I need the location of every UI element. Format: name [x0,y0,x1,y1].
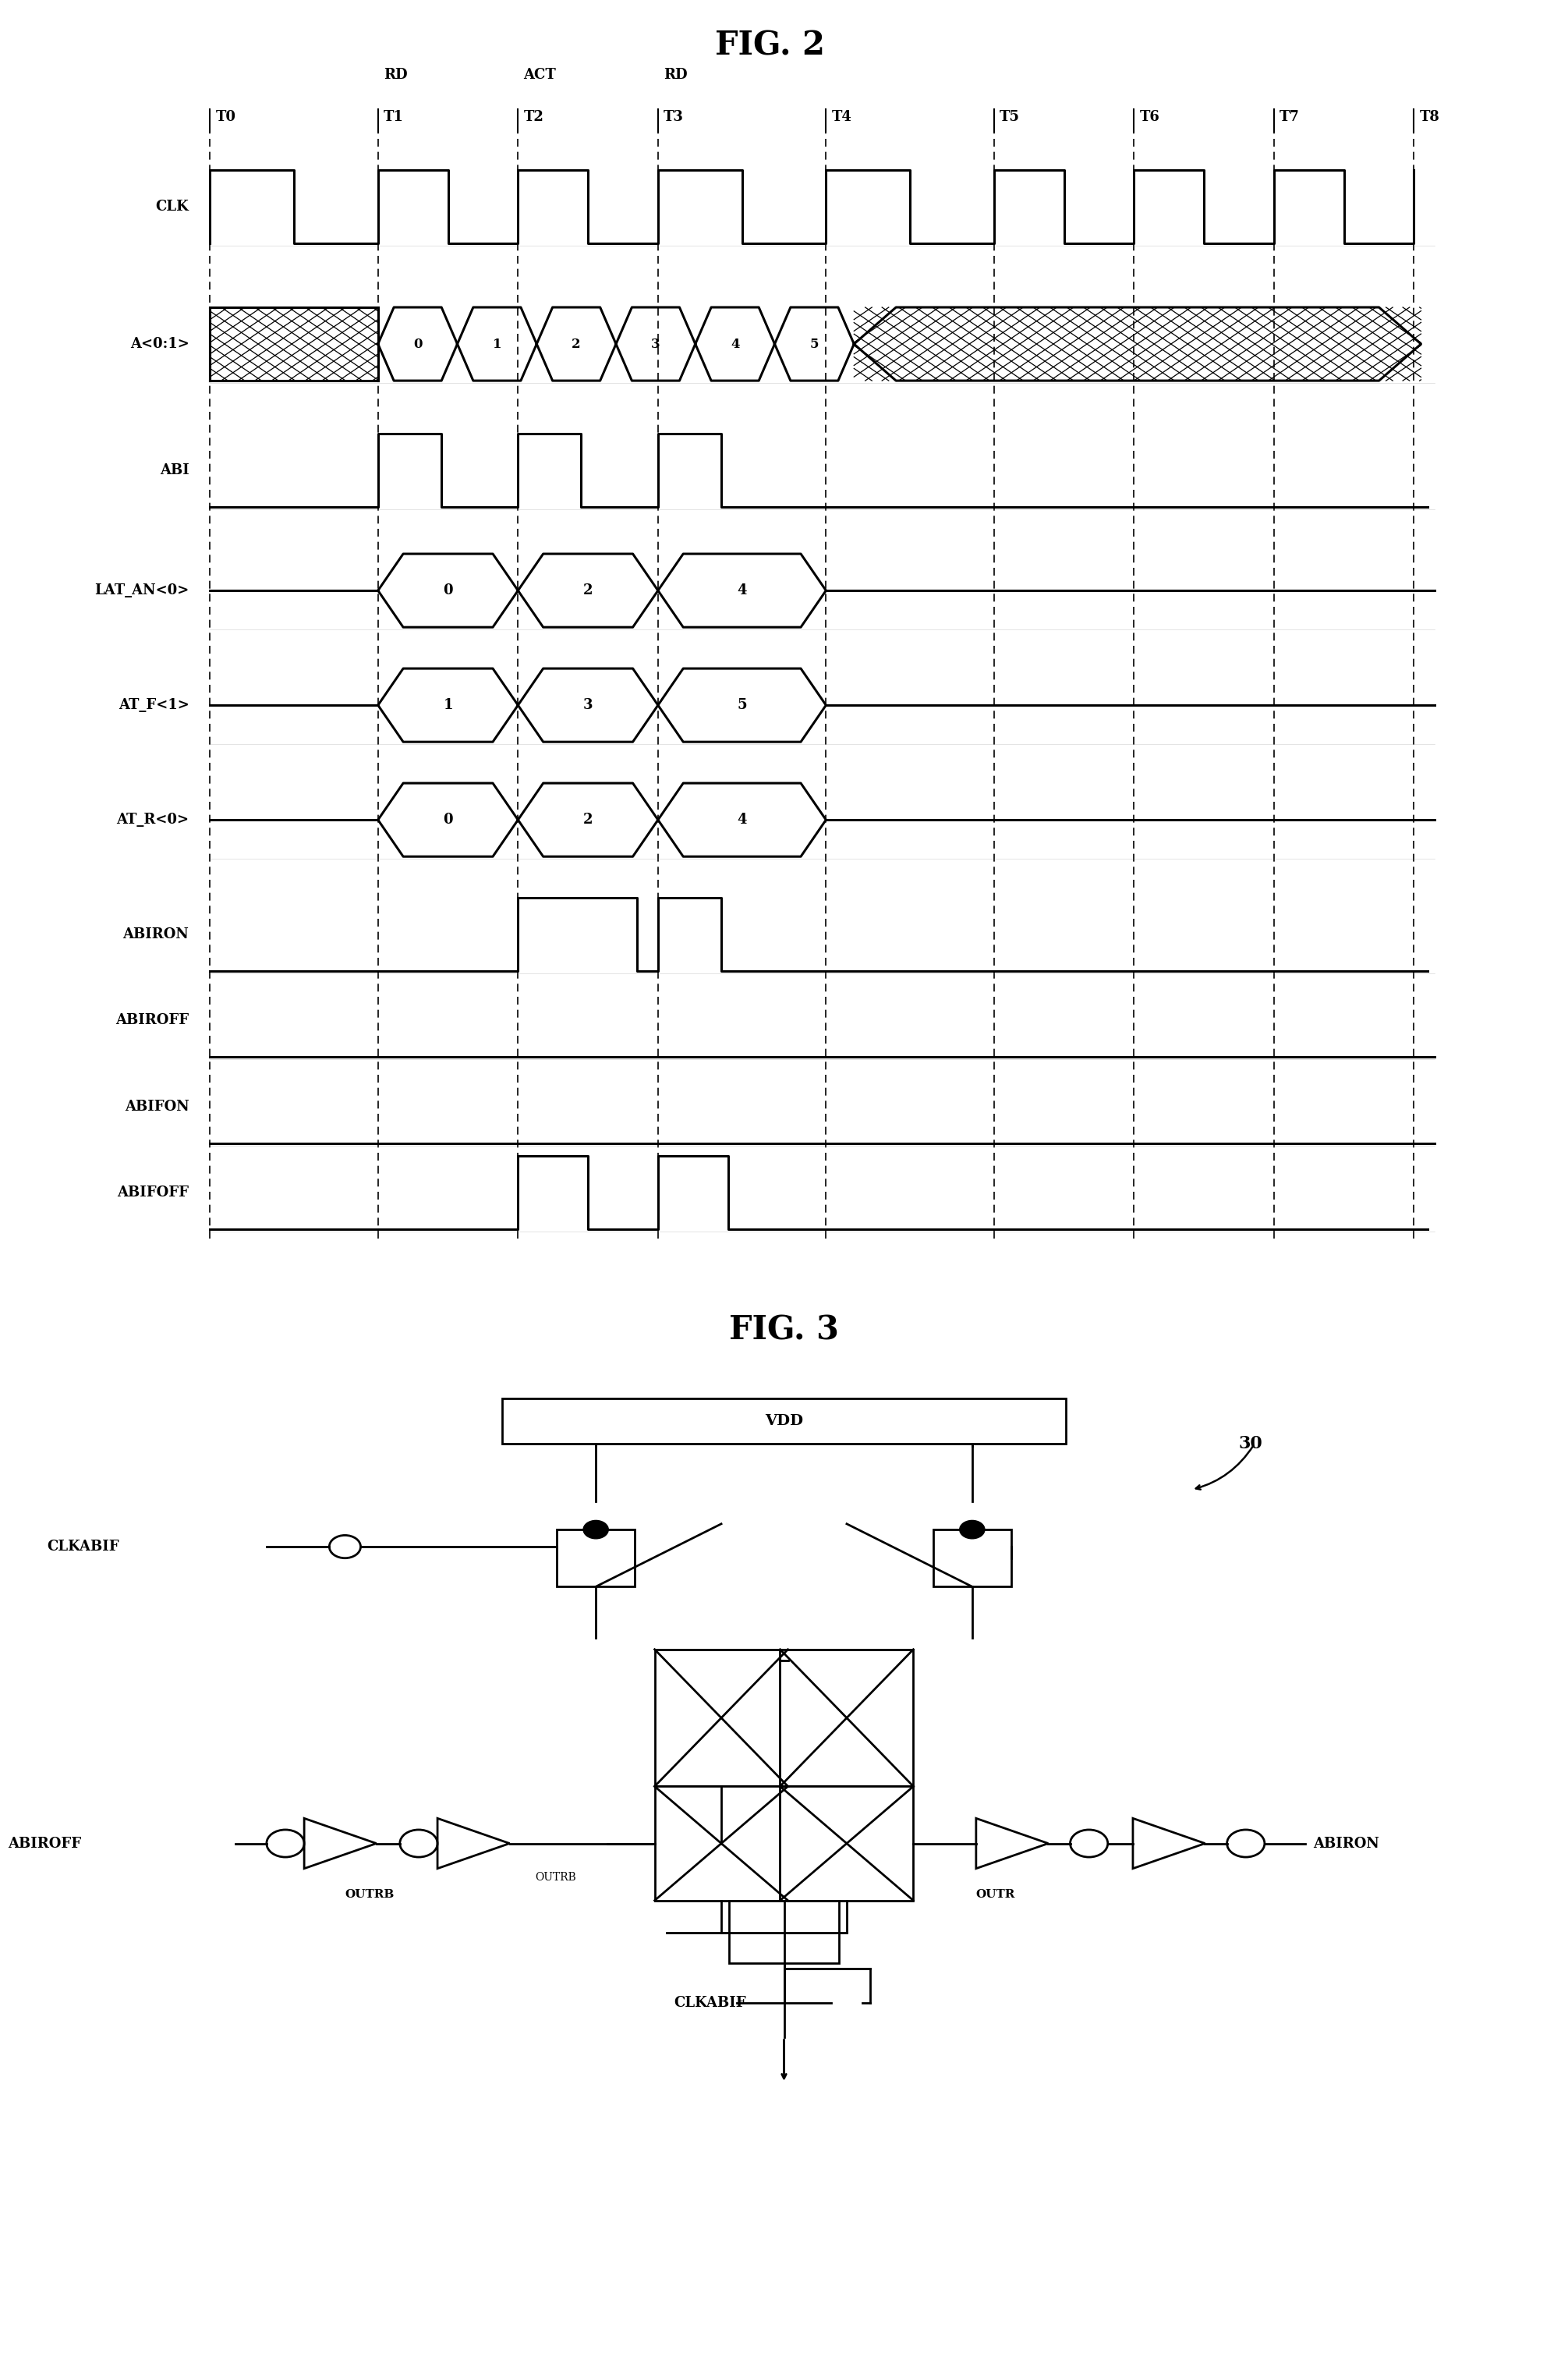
Text: FIG. 3: FIG. 3 [729,1313,839,1346]
Text: T2: T2 [524,111,544,125]
Text: CLK: CLK [155,200,190,214]
Text: ABIROFF: ABIROFF [116,1014,190,1028]
Text: 1: 1 [444,698,453,712]
Text: AT_F<1>: AT_F<1> [118,698,190,712]
Text: 0: 0 [414,337,422,351]
Text: ABIFON: ABIFON [124,1098,190,1113]
Text: RD: RD [663,68,687,82]
Text: OUTR: OUTR [975,1890,1016,1900]
Text: ABIFOFF: ABIFOFF [118,1186,190,1200]
FancyBboxPatch shape [655,1650,787,1787]
FancyBboxPatch shape [557,1530,635,1586]
Text: ABI: ABI [160,462,190,476]
Circle shape [960,1520,985,1539]
Text: 4: 4 [731,337,740,351]
Text: T1: T1 [384,111,405,125]
Text: 5: 5 [809,337,818,351]
Text: 1: 1 [492,337,502,351]
Text: T7: T7 [1279,111,1300,125]
Text: 2: 2 [583,813,593,827]
FancyBboxPatch shape [502,1398,1066,1445]
Text: AT_R<0>: AT_R<0> [116,813,190,827]
Text: T3: T3 [663,111,684,125]
Text: A<0:1>: A<0:1> [130,337,190,351]
FancyBboxPatch shape [933,1530,1011,1586]
Text: T0: T0 [216,111,235,125]
Text: 2: 2 [572,337,580,351]
Text: VDD: VDD [765,1414,803,1428]
Text: 30: 30 [1239,1435,1262,1452]
Text: RD: RD [384,68,408,82]
Text: 3: 3 [651,337,660,351]
Circle shape [583,1520,608,1539]
Text: ABIROFF: ABIROFF [8,1836,82,1850]
Text: T8: T8 [1419,111,1439,125]
Text: CLKABIF: CLKABIF [47,1539,119,1553]
Text: 4: 4 [737,813,746,827]
Text: 4: 4 [737,585,746,599]
Text: T6: T6 [1140,111,1160,125]
FancyBboxPatch shape [729,1900,839,1963]
Text: CLKABIF: CLKABIF [674,1996,746,2011]
Text: OUTRB: OUTRB [345,1890,395,1900]
Text: 0: 0 [444,585,453,599]
Text: ABIRON: ABIRON [122,929,190,940]
Text: 5: 5 [737,698,746,712]
Text: 2: 2 [583,585,593,599]
Text: LAT_AN<0>: LAT_AN<0> [94,585,190,599]
Text: 0: 0 [444,813,453,827]
FancyBboxPatch shape [781,1787,914,1900]
FancyBboxPatch shape [655,1787,787,1900]
Text: OUTRB: OUTRB [535,1871,577,1883]
Text: ABIRON: ABIRON [1314,1836,1380,1850]
Text: 3: 3 [583,698,593,712]
FancyBboxPatch shape [781,1650,914,1787]
Text: ACT: ACT [524,68,557,82]
Text: FIG. 2: FIG. 2 [715,31,825,61]
Text: T5: T5 [1000,111,1019,125]
Text: T4: T4 [831,111,851,125]
